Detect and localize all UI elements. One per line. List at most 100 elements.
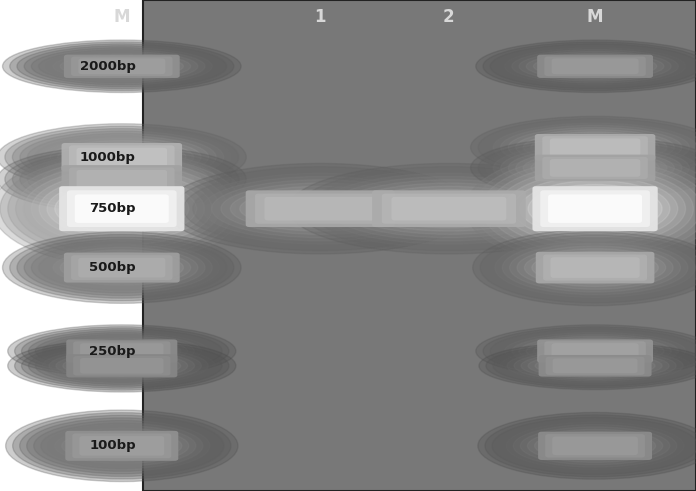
Text: 1000bp: 1000bp bbox=[80, 151, 136, 164]
Ellipse shape bbox=[516, 150, 674, 186]
FancyBboxPatch shape bbox=[391, 197, 507, 220]
Text: 2000bp: 2000bp bbox=[80, 60, 136, 73]
Ellipse shape bbox=[476, 325, 696, 377]
Ellipse shape bbox=[13, 151, 231, 208]
Ellipse shape bbox=[528, 354, 662, 378]
Ellipse shape bbox=[212, 180, 429, 238]
Ellipse shape bbox=[46, 247, 198, 288]
Ellipse shape bbox=[470, 116, 696, 178]
Ellipse shape bbox=[531, 155, 659, 181]
Ellipse shape bbox=[519, 336, 671, 366]
Ellipse shape bbox=[347, 183, 551, 234]
Ellipse shape bbox=[480, 232, 696, 303]
FancyBboxPatch shape bbox=[64, 55, 180, 78]
Ellipse shape bbox=[519, 52, 671, 81]
Ellipse shape bbox=[42, 349, 201, 382]
Ellipse shape bbox=[55, 428, 189, 464]
Ellipse shape bbox=[470, 137, 696, 199]
Ellipse shape bbox=[535, 355, 655, 376]
Ellipse shape bbox=[466, 152, 696, 266]
Text: M: M bbox=[587, 8, 603, 26]
Ellipse shape bbox=[509, 243, 681, 292]
Ellipse shape bbox=[500, 146, 690, 190]
Ellipse shape bbox=[507, 349, 683, 383]
Ellipse shape bbox=[22, 328, 222, 374]
Ellipse shape bbox=[500, 347, 690, 384]
FancyBboxPatch shape bbox=[537, 339, 653, 363]
Ellipse shape bbox=[29, 345, 215, 386]
Ellipse shape bbox=[528, 429, 663, 463]
Ellipse shape bbox=[60, 252, 184, 283]
Ellipse shape bbox=[62, 431, 182, 461]
Ellipse shape bbox=[0, 156, 244, 262]
Ellipse shape bbox=[39, 176, 205, 241]
FancyBboxPatch shape bbox=[72, 434, 171, 458]
Ellipse shape bbox=[20, 131, 223, 183]
Ellipse shape bbox=[517, 246, 673, 289]
Ellipse shape bbox=[298, 167, 600, 251]
Text: 250bp: 250bp bbox=[89, 345, 136, 357]
Ellipse shape bbox=[53, 250, 191, 285]
Text: 1: 1 bbox=[315, 8, 326, 26]
Ellipse shape bbox=[15, 342, 229, 390]
Ellipse shape bbox=[22, 343, 222, 388]
Ellipse shape bbox=[500, 125, 690, 169]
Ellipse shape bbox=[523, 153, 667, 183]
FancyBboxPatch shape bbox=[382, 193, 516, 224]
Ellipse shape bbox=[520, 180, 670, 237]
Ellipse shape bbox=[50, 140, 193, 174]
Ellipse shape bbox=[485, 415, 696, 477]
FancyBboxPatch shape bbox=[255, 193, 386, 224]
Ellipse shape bbox=[499, 420, 691, 472]
Ellipse shape bbox=[489, 164, 696, 253]
Ellipse shape bbox=[526, 338, 664, 364]
Ellipse shape bbox=[41, 423, 203, 468]
Ellipse shape bbox=[498, 330, 693, 372]
Ellipse shape bbox=[20, 153, 223, 205]
FancyBboxPatch shape bbox=[537, 55, 653, 78]
FancyBboxPatch shape bbox=[550, 159, 640, 177]
Ellipse shape bbox=[31, 48, 212, 85]
FancyBboxPatch shape bbox=[532, 186, 658, 231]
Ellipse shape bbox=[483, 42, 696, 91]
FancyBboxPatch shape bbox=[543, 254, 647, 281]
Ellipse shape bbox=[493, 144, 696, 192]
Ellipse shape bbox=[512, 50, 679, 83]
Ellipse shape bbox=[514, 351, 676, 381]
Ellipse shape bbox=[17, 237, 227, 298]
FancyBboxPatch shape bbox=[548, 194, 642, 223]
Ellipse shape bbox=[15, 327, 229, 376]
Ellipse shape bbox=[478, 119, 696, 176]
Ellipse shape bbox=[10, 235, 234, 300]
Ellipse shape bbox=[174, 167, 466, 251]
Ellipse shape bbox=[505, 48, 686, 85]
FancyBboxPatch shape bbox=[552, 436, 638, 455]
Ellipse shape bbox=[0, 124, 246, 191]
FancyBboxPatch shape bbox=[69, 167, 175, 191]
FancyBboxPatch shape bbox=[535, 134, 656, 161]
FancyBboxPatch shape bbox=[67, 191, 177, 227]
Ellipse shape bbox=[3, 40, 241, 92]
Ellipse shape bbox=[31, 172, 212, 245]
Ellipse shape bbox=[26, 418, 217, 474]
Ellipse shape bbox=[13, 412, 231, 479]
Ellipse shape bbox=[525, 249, 665, 286]
Ellipse shape bbox=[50, 163, 193, 196]
Ellipse shape bbox=[13, 129, 231, 186]
Ellipse shape bbox=[526, 54, 664, 79]
Ellipse shape bbox=[8, 340, 236, 392]
Ellipse shape bbox=[38, 50, 205, 83]
Ellipse shape bbox=[508, 148, 682, 188]
Text: 500bp: 500bp bbox=[89, 261, 136, 274]
Ellipse shape bbox=[63, 340, 181, 362]
FancyBboxPatch shape bbox=[61, 165, 182, 193]
FancyBboxPatch shape bbox=[372, 191, 525, 227]
Ellipse shape bbox=[505, 332, 686, 370]
FancyBboxPatch shape bbox=[539, 355, 651, 377]
Ellipse shape bbox=[366, 190, 532, 228]
Ellipse shape bbox=[506, 422, 684, 469]
FancyBboxPatch shape bbox=[553, 358, 638, 373]
Ellipse shape bbox=[46, 52, 198, 81]
Ellipse shape bbox=[49, 351, 194, 381]
Ellipse shape bbox=[24, 168, 220, 249]
